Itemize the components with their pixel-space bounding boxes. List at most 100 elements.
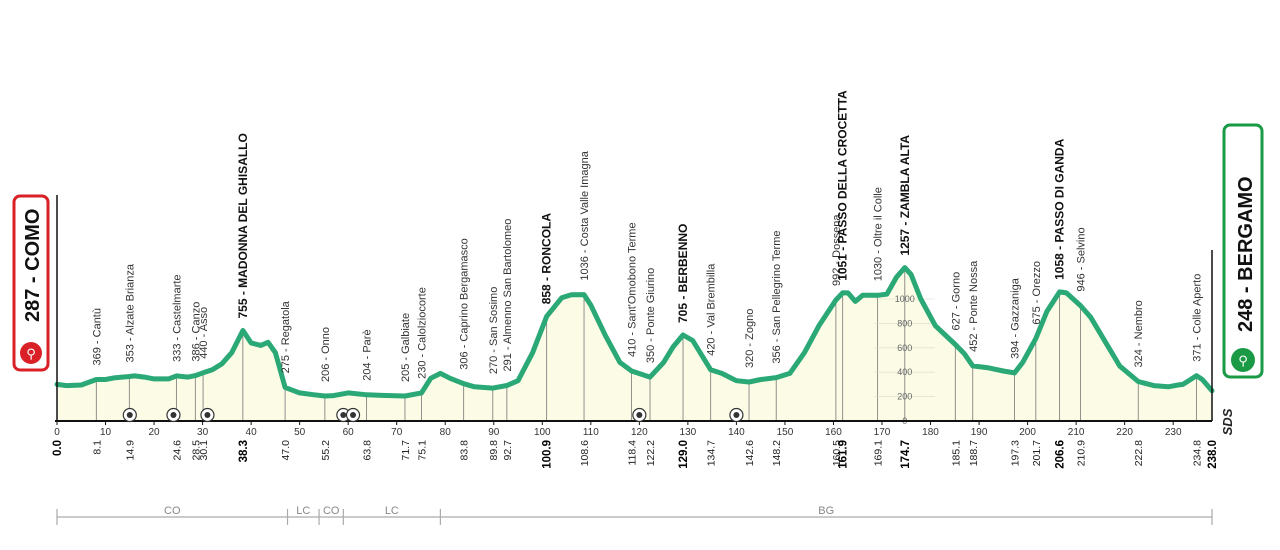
sprint-marker-dot	[350, 412, 357, 418]
altitude-tick-label: 200	[897, 392, 912, 402]
waypoint-label: 1257 - ZAMBLA ALTA	[898, 135, 912, 256]
altitude-tick-label: 1000	[895, 294, 915, 304]
waypoint-label: 353 - Alzate Brianza	[124, 263, 136, 362]
km-tick-label: 210	[1068, 427, 1085, 438]
km-tick-label: 220	[1116, 427, 1133, 438]
waypoint-drop-lines	[95, 267, 1197, 421]
province-bar: CO LC CO LC BG	[56, 505, 1213, 525]
start-cyclist-glyph: ⚲	[26, 347, 36, 362]
waypoint-label: 394 - Gazzaniga	[1010, 277, 1022, 359]
finish-badge: 248 - BERGAMO ⚲	[1222, 123, 1264, 379]
start-badge-frame	[12, 194, 50, 372]
km-tick-label: 30	[197, 427, 209, 438]
distance-label: 89.8	[488, 440, 500, 461]
start-altitude: 287	[22, 289, 44, 322]
distance-label: 8.1	[91, 440, 103, 455]
waypoint-label: 440 - Asso	[198, 307, 210, 359]
finish-separator: -	[1235, 281, 1257, 299]
distance-label: 210.9	[1076, 440, 1088, 466]
distance-label: 160.5	[831, 440, 843, 466]
start-separator: -	[22, 271, 44, 289]
km-tick-label: 20	[148, 427, 160, 438]
waypoint-labels: 369 - Cantù 353 - Alzate Brianza 333 - Cas…	[91, 90, 1203, 382]
waypoint-label: 275 - Regatola	[280, 300, 292, 373]
sprint-marker-dot	[126, 412, 133, 418]
waypoint-label: 410 - Sant'Omobono Terme	[627, 222, 639, 357]
sprint-marker-dot	[204, 412, 211, 418]
province-label: CO	[323, 505, 340, 517]
km-tick-label: 100	[534, 427, 551, 438]
waypoint-label: 946 - Selvino	[1076, 227, 1088, 291]
distance-label: 24.6	[171, 440, 183, 461]
distance-label: 55.2	[320, 440, 332, 461]
distance-label: 71.7	[400, 440, 412, 461]
distance-label: 134.7	[706, 440, 718, 466]
province-label: CO	[164, 505, 181, 517]
brand-logo: SDS	[1220, 408, 1235, 435]
distance-label: 14.9	[124, 440, 136, 461]
sprint-marker-dot	[170, 412, 177, 418]
waypoint-label: 675 - Orezzo	[1031, 261, 1043, 325]
profile-line	[54, 265, 1215, 399]
distance-label: 122.2	[645, 440, 657, 466]
waypoint-label: 1030 - Oltre il Colle	[873, 187, 885, 281]
distance-label: 92.7	[502, 440, 514, 461]
altitude-tick-label: 800	[897, 318, 912, 328]
distance-label: 206.6	[1055, 440, 1067, 469]
distance-label: 234.8	[1192, 440, 1204, 466]
distance-label: 201.7	[1031, 440, 1043, 466]
waypoint-label: 1036 - Costa Valle Imagna	[579, 150, 591, 280]
km-tick-label: 190	[971, 427, 988, 438]
waypoint-label: 371 - Colle Aperto	[1192, 274, 1204, 362]
waypoint-label: 1058 - PASSO DI GANDA	[1053, 138, 1067, 279]
province-label: LC	[296, 505, 310, 517]
distance-axis: 0 10 20 30 40 50 60 70 80 90 100 110 120 130 140 150 160…	[54, 195, 1213, 438]
distance-label: 148.2	[771, 440, 783, 466]
distance-label: 0.0	[52, 440, 64, 456]
waypoint-label: 333 - Castelmarte	[171, 274, 183, 361]
intermediate-markers	[122, 407, 744, 423]
distance-label: 185.1	[950, 440, 962, 466]
distance-label: 118.4	[627, 440, 639, 466]
distance-label: 47.0	[280, 440, 292, 461]
waypoint-label: 291 - Almenno San Bartolomeo	[502, 219, 514, 372]
distance-label: 108.6	[579, 440, 591, 466]
finish-badge-frame	[1222, 123, 1264, 379]
distance-label: 169.1	[873, 440, 885, 466]
km-tick-label: 0	[54, 427, 60, 438]
distance-label: 75.1	[417, 440, 429, 461]
start-cyclist-icon	[20, 342, 42, 364]
waypoint-label: 858 - RONCOLA	[540, 213, 554, 305]
waypoint-label: 755 - MADONNA DEL GHISALLO	[236, 133, 250, 318]
finish-name: BERGAMO	[1235, 176, 1257, 280]
distance-label: 38.3	[238, 440, 250, 462]
waypoint-label: 204 - Parè	[362, 329, 374, 380]
finish-cyclist-glyph: ⚲	[1238, 354, 1248, 369]
km-tick-label: 10	[100, 427, 112, 438]
distance-label: 161.9	[838, 440, 850, 469]
distance-label: 142.6	[744, 440, 756, 466]
km-tick-label: 230	[1165, 427, 1182, 438]
km-tick-label: 70	[391, 427, 403, 438]
sprint-marker-dot	[733, 412, 740, 418]
waypoint-label: 1051 - PASSO DELLA CROCETTA	[836, 90, 850, 281]
waypoint-label: 420 - Val Brembilla	[706, 263, 718, 356]
waypoint-label: 452 - Ponte Nossa	[968, 260, 980, 352]
distance-label: 30.1	[198, 440, 210, 461]
distance-labels: 0.0 8.1 14.9 24.6 28.530.1 38.3 47.0 55.2 63.8 71…	[52, 440, 1219, 469]
start-badge-label: 287 - COMO	[22, 209, 44, 322]
waypoint-label: 705 - BERBENNO	[676, 224, 690, 323]
km-tick-label: 130	[680, 427, 697, 438]
profile-curve	[54, 265, 1215, 399]
altitude-tick-label: 400	[897, 367, 912, 377]
km-tick-label: 80	[440, 427, 452, 438]
finish-cyclist-icon	[1231, 348, 1255, 372]
waypoint-label: 350 - Ponte Giurino	[645, 268, 657, 363]
waypoint-label: 386 - Canzo	[190, 302, 202, 362]
distance-label: 197.3	[1010, 440, 1022, 466]
km-tick-label: 110	[583, 427, 599, 438]
waypoint-label: 320 - Zogno	[744, 309, 756, 368]
distance-label: 129.0	[678, 440, 690, 469]
km-tick-label: 40	[246, 427, 258, 438]
